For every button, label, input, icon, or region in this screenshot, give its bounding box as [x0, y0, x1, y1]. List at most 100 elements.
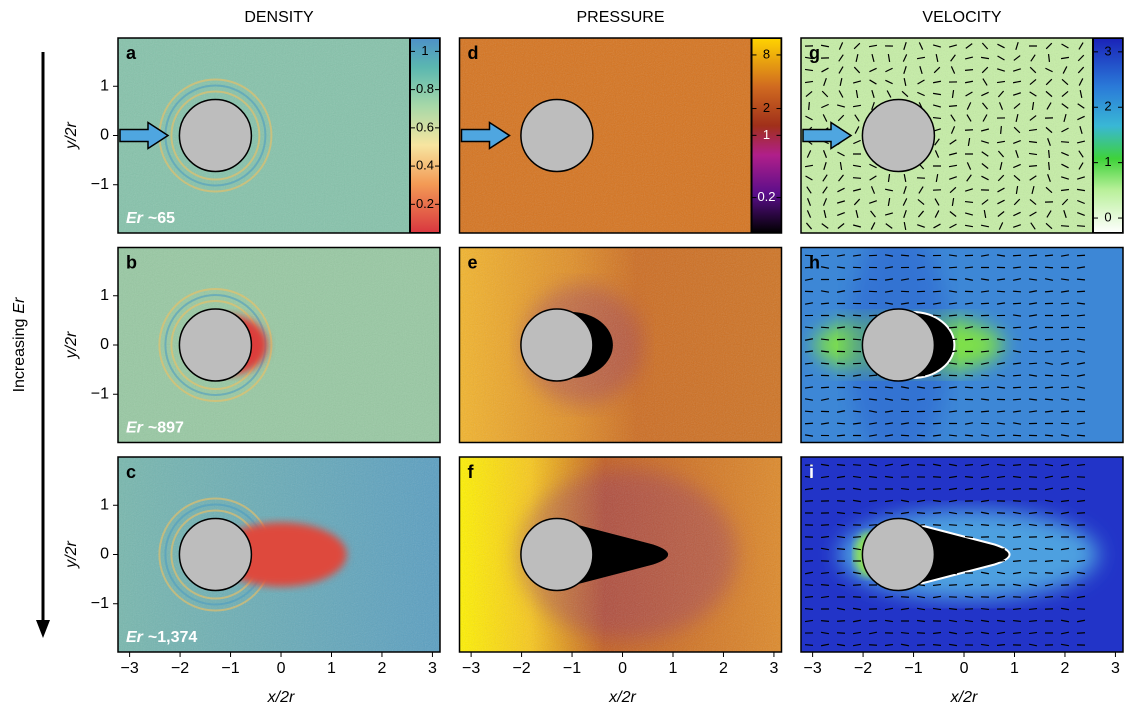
- flow-dash: [821, 489, 829, 490]
- flow-dash: [917, 513, 925, 514]
- x-tick-label: 0: [277, 660, 286, 677]
- x-tick-label: 1: [1010, 660, 1019, 677]
- flow-dash: [1013, 435, 1021, 436]
- flow-dash: [965, 465, 973, 466]
- flow-dash: [1061, 411, 1069, 412]
- flow-dash: [837, 465, 845, 466]
- obstacle: [862, 100, 934, 172]
- flow-dash: [821, 303, 829, 304]
- flow-dash: [853, 513, 861, 514]
- flow-dash: [869, 621, 877, 622]
- flow-dash: [869, 525, 877, 526]
- obstacle: [862, 519, 934, 591]
- flow-dash: [805, 363, 813, 364]
- flow-dash: [1045, 351, 1053, 352]
- flow-dash: [1013, 303, 1021, 304]
- flow-dash: [1061, 351, 1069, 352]
- flow-dash: [933, 423, 941, 424]
- er-symbol: Er: [126, 420, 144, 437]
- flow-dash: [821, 525, 829, 526]
- flow-dash: [1045, 561, 1053, 562]
- x-tick-label: −1: [904, 660, 922, 677]
- flow-dash: [981, 387, 989, 388]
- colorbar-tick-label: 0.2: [757, 189, 775, 204]
- flow-dash: [1077, 633, 1085, 634]
- flow-dash: [933, 363, 941, 364]
- flow-dash: [1013, 621, 1021, 622]
- y-tick-label: 0: [100, 127, 109, 144]
- side-label-symbol: Er: [11, 297, 28, 314]
- y-tick-label: −1: [91, 595, 109, 612]
- flow-dash: [1061, 303, 1069, 304]
- flow-dash: [981, 351, 989, 352]
- flow-dash: [1045, 291, 1053, 292]
- column-title: VELOCITY: [922, 9, 1001, 26]
- flow-dash: [1013, 399, 1021, 400]
- flow-dash: [1045, 375, 1053, 376]
- y-axis-label: y/2r: [63, 121, 80, 149]
- flow-dash: [1077, 226, 1085, 227]
- colorbar-tick-label: 8: [763, 46, 770, 61]
- x-tick-label: −2: [854, 660, 872, 677]
- flow-dash: [885, 513, 893, 514]
- panel-letter: h: [809, 252, 820, 272]
- colorbar-tick-label: 1: [1104, 154, 1111, 169]
- flow-dash: [805, 645, 813, 646]
- flow-dash: [965, 339, 973, 340]
- er-value: ~65: [148, 210, 175, 227]
- flow-dash: [1045, 513, 1053, 514]
- x-tick-label: 1: [669, 660, 678, 677]
- flow-dash: [933, 489, 941, 490]
- flow-dash: [809, 102, 810, 110]
- flow-dash: [1049, 150, 1050, 158]
- flow-dash: [1013, 375, 1021, 376]
- colorbar-tick-label: 0.6: [416, 119, 434, 134]
- flow-dash: [853, 387, 861, 388]
- flow-dash: [1013, 561, 1021, 562]
- flow-dash: [853, 399, 861, 400]
- er-symbol: Er: [126, 629, 144, 646]
- x-tick-label: −3: [462, 660, 480, 677]
- x-tick-label: −3: [803, 660, 821, 677]
- obstacle: [179, 100, 251, 172]
- colorbar-tick-label: 2: [763, 100, 770, 115]
- flow-dash: [949, 399, 957, 400]
- flow-dash: [1029, 255, 1037, 256]
- flow-dash: [1077, 291, 1085, 292]
- side-label: IncreasingEr: [11, 297, 28, 393]
- panel-letter: f: [468, 462, 475, 482]
- flow-dash: [965, 70, 973, 71]
- flow-dash: [821, 363, 829, 364]
- flow-dash: [1001, 126, 1002, 134]
- er-value: ~897: [148, 420, 184, 437]
- flow-dash: [1061, 226, 1069, 227]
- panel: aEr~650.20.40.60.81: [118, 38, 440, 233]
- flow-dash: [965, 477, 973, 478]
- flow-dash: [1045, 549, 1053, 550]
- flow-dash: [997, 513, 1005, 514]
- er-value: ~1,374: [148, 629, 197, 646]
- colorbar-tick-label: 0.8: [416, 81, 434, 96]
- er-label: Er~65: [126, 210, 175, 227]
- y-tick-label: 1: [100, 77, 109, 94]
- obstacle: [521, 100, 593, 172]
- flow-dash: [837, 549, 845, 550]
- panel: bEr~897: [118, 248, 440, 443]
- flow-dash: [933, 291, 941, 292]
- y-tick-label: −1: [91, 385, 109, 402]
- colorbar-tick-label: 3: [1104, 43, 1111, 58]
- y-tick-label: 0: [100, 546, 109, 563]
- er-label: Er~1,374: [126, 629, 197, 646]
- flow-dash: [965, 130, 973, 131]
- flow-dash: [821, 387, 829, 388]
- flow-dash: [981, 411, 989, 412]
- flow-dash: [1077, 399, 1085, 400]
- flow-dash: [1013, 339, 1021, 340]
- flow-dash: [821, 621, 829, 622]
- flow-dash: [869, 375, 877, 376]
- colorbar-tick-label: 2: [1104, 99, 1111, 114]
- flow-dash: [933, 645, 941, 646]
- flow-dash: [965, 267, 973, 268]
- flow-dash: [949, 525, 957, 526]
